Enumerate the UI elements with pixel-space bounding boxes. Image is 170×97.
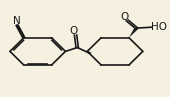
Polygon shape [87, 51, 92, 54]
Polygon shape [129, 28, 139, 38]
Text: O: O [120, 12, 129, 22]
Text: N: N [13, 16, 21, 26]
Text: O: O [70, 26, 78, 36]
Text: HO: HO [151, 22, 167, 32]
